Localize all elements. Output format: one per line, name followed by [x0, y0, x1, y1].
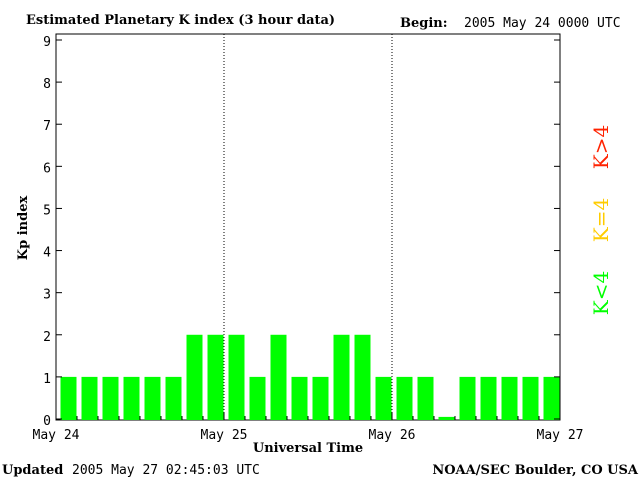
kp-bar [396, 376, 413, 420]
begin-value: 2005 May 24 0000 UTC [464, 16, 621, 31]
kp-bar [228, 334, 245, 420]
x-axis-title: Universal Time [253, 441, 363, 456]
kp-bar [165, 376, 182, 420]
chart-title: Estimated Planetary K index (3 hour data… [26, 13, 335, 28]
y-tick-label: 9 [43, 35, 51, 50]
kp-bar [459, 376, 476, 420]
plot-frame [55, 33, 561, 421]
x-day-label: May 25 [201, 428, 248, 443]
y-tick-label: 1 [43, 372, 51, 387]
kp-bar [249, 376, 266, 420]
x-day-label: May 27 [537, 428, 584, 443]
legend-k-less-4: K<4 [589, 271, 613, 315]
kp-bar [438, 416, 455, 420]
x-axis-ticks: May 24 May 25 May 26 May 27 [33, 412, 584, 443]
y-tick-label: 4 [43, 246, 51, 261]
kp-bar [291, 376, 308, 420]
kp-bar [144, 376, 161, 420]
y-axis-ticks: 0 1 2 3 4 5 6 7 8 9 [43, 35, 560, 429]
updated-value: 2005 May 27 02:45:03 UTC [72, 463, 260, 478]
x-day-label: May 26 [369, 428, 416, 443]
y-tick-label: 8 [43, 77, 51, 92]
legend-k-greater-4: K>4 [589, 125, 613, 169]
kp-bar [207, 334, 224, 420]
kp-bar [333, 334, 350, 420]
x-day-label: May 24 [33, 428, 80, 443]
kp-bar [354, 334, 371, 420]
kp-bar [501, 376, 518, 420]
y-tick-label: 5 [43, 203, 51, 218]
day-separators [223, 34, 393, 420]
y-tick-label: 7 [43, 119, 51, 134]
kp-bar [480, 376, 497, 420]
y-tick-label: 3 [43, 288, 51, 303]
legend-k-equal-4: K=4 [589, 198, 613, 242]
kp-bar [375, 376, 392, 420]
kp-bar [60, 376, 77, 420]
kp-bar [186, 334, 203, 420]
kp-bar [312, 376, 329, 420]
kp-bar [81, 376, 98, 420]
bars-layer [60, 334, 560, 420]
source-credit: NOAA/SEC Boulder, CO USA [432, 463, 639, 478]
kp-bar [522, 376, 539, 420]
kp-bar [543, 376, 560, 420]
kp-bar [417, 376, 434, 420]
begin-label: Begin: [400, 16, 448, 31]
y-axis-title: Kp index [16, 196, 31, 261]
y-tick-label: 0 [43, 414, 51, 429]
updated-label: Updated [2, 463, 63, 478]
y-tick-label: 6 [43, 161, 51, 176]
y-tick-label: 2 [43, 330, 51, 345]
kp-bar [102, 376, 119, 420]
kp-bar [270, 334, 287, 420]
kp-bar [123, 376, 140, 420]
